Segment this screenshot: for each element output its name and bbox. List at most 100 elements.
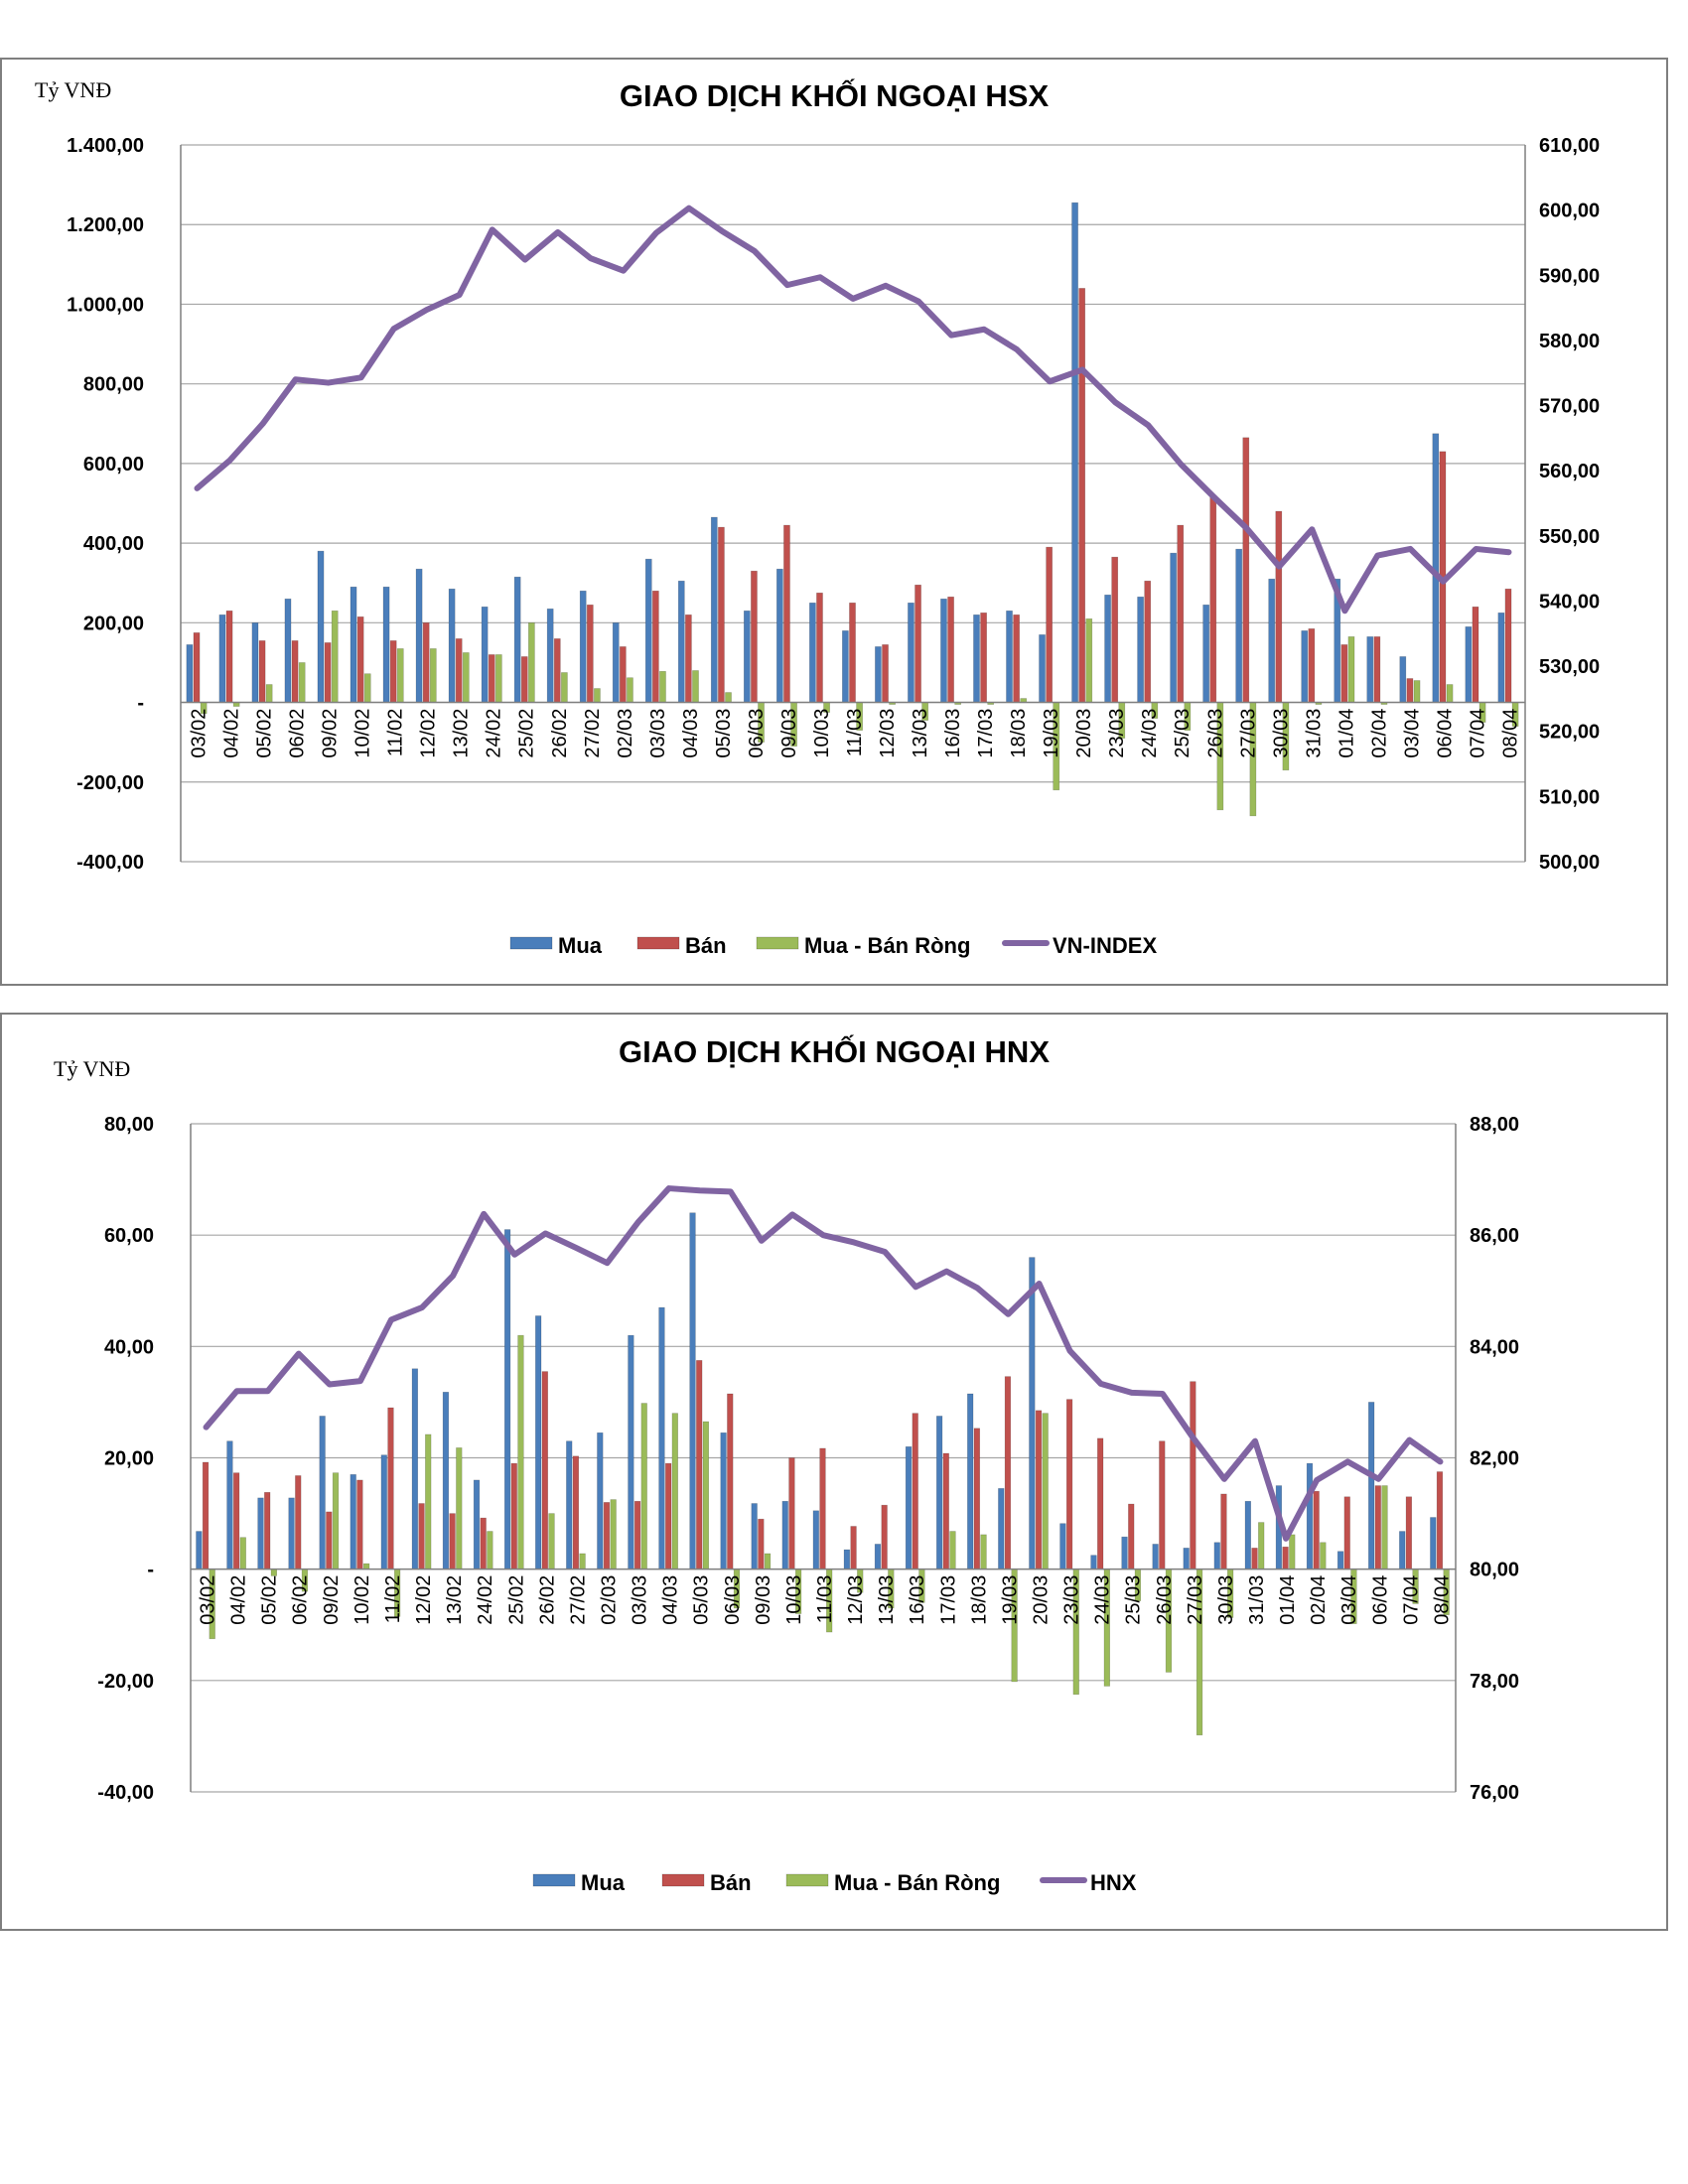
hsx-bar-buy: [1465, 626, 1473, 703]
hsx-bar-sell: [553, 638, 561, 703]
hsx-bar-sell: [1242, 437, 1250, 703]
hnx-x-tick-label: 23/03: [1061, 1575, 1083, 1625]
hsx-bar-sell: [882, 644, 889, 703]
hnx-bar-sell: [727, 1393, 734, 1570]
hnx-y-tick-label: 20,00: [104, 1448, 154, 1470]
hsx-bar-sell: [947, 596, 954, 703]
hnx-bar-net: [1258, 1522, 1265, 1570]
hnx-bar-sell: [202, 1461, 210, 1570]
hnx-bar-sell: [418, 1503, 425, 1570]
hnx-bar-sell: [1343, 1496, 1350, 1570]
hsx-bar-sell: [1177, 524, 1185, 703]
hsx-x-tick-label: 20/03: [1073, 709, 1095, 758]
hnx-bar-buy: [874, 1544, 882, 1570]
hsx-bar-buy: [1039, 634, 1046, 703]
hnx-x-tick-label: 01/04: [1277, 1575, 1299, 1625]
hnx-bar-buy: [257, 1497, 264, 1570]
hsx-bar-net: [298, 662, 306, 703]
hsx-bar-buy: [710, 516, 718, 703]
hnx-bar-net: [270, 1569, 278, 1576]
hnx-bar-net: [640, 1403, 647, 1570]
hsx-bar-sell: [652, 590, 659, 703]
hsx-x-tick-label: 08/04: [1499, 709, 1521, 758]
hnx-bar-sell: [973, 1428, 981, 1570]
hsx-bar-buy: [842, 630, 849, 703]
hsx-y-tick-label: 1.400,00: [67, 135, 144, 157]
hsx-bar-buy: [218, 614, 226, 703]
hnx-bar-buy: [473, 1479, 481, 1570]
hnx-bar-sell: [480, 1517, 487, 1570]
hnx-x-tick-label: 13/03: [876, 1575, 898, 1625]
hsx-bar-sell: [291, 640, 299, 703]
hnx-x-tick-label: 05/02: [259, 1575, 281, 1625]
hsx-y-tick-label: 1.000,00: [67, 294, 144, 316]
hnx-legend-swatch-net: [785, 1873, 829, 1887]
hnx-bar-net: [671, 1413, 678, 1570]
hnx-y2-tick-label: 80,00: [1470, 1560, 1519, 1581]
hnx-bar-buy: [1090, 1555, 1097, 1570]
hsx-bar-buy: [579, 590, 587, 703]
hnx-bar-sell: [387, 1407, 394, 1570]
hnx-y2-tick-label: 76,00: [1470, 1782, 1519, 1804]
hnx-bar-buy: [411, 1368, 419, 1570]
hnx-y-tick-label: -20,00: [97, 1671, 154, 1693]
hsx-y2-tick-label: 550,00: [1539, 526, 1600, 548]
hsx-x-tick-label: 03/02: [189, 709, 211, 758]
hsx-x-tick-label: 02/03: [615, 709, 636, 758]
hsx-bar-sell: [324, 642, 332, 703]
hsx-bar-buy: [973, 614, 980, 703]
hnx-bar-sell: [881, 1504, 888, 1570]
hsx-bar-net: [692, 670, 699, 703]
hnx-legend-label: Mua - Bán Ròng: [834, 1870, 1000, 1895]
hsx-bar-buy: [1170, 552, 1177, 703]
hsx-x-tick-label: 17/03: [975, 709, 997, 758]
hsx-bar-buy: [1366, 636, 1374, 703]
hnx-x-tick-label: 24/02: [475, 1575, 496, 1625]
hnx-bar-buy: [658, 1306, 665, 1570]
hnx-bar-net: [517, 1334, 524, 1570]
hsx-x-tick-label: 12/03: [877, 709, 899, 758]
hsx-x-tick-label: 03/04: [1401, 709, 1423, 758]
hsx-y-tick-label: -: [137, 693, 144, 715]
hsx-bar-buy: [875, 646, 882, 703]
hsx-bar-sell: [1275, 510, 1283, 703]
hsx-bar-sell: [1111, 556, 1119, 703]
hsx-x-tick-label: 09/03: [778, 709, 800, 758]
hsx-unit-label: Tỷ VNĐ: [35, 77, 111, 102]
hnx-bar-buy: [1121, 1536, 1128, 1570]
hnx-bar-sell: [541, 1371, 548, 1570]
hsx-bar-buy: [350, 586, 357, 703]
hnx-bar-buy: [1399, 1531, 1406, 1570]
hsx-bar-buy: [317, 550, 325, 703]
hsx-bar-buy: [940, 598, 947, 703]
hnx-bar-sell: [1220, 1493, 1227, 1570]
hnx-x-tick-label: 02/03: [598, 1575, 620, 1625]
hsx-bar-buy: [186, 644, 194, 703]
hsx-bar-net: [331, 610, 339, 703]
hsx-bar-buy: [513, 576, 521, 703]
hsx-bar-net: [1413, 680, 1421, 703]
hsx-chart: Tỷ VNĐ GIAO DỊCH KHỐI NGOẠI HSX -400,00-…: [35, 77, 1600, 958]
hnx-bar-buy: [226, 1440, 233, 1570]
hsx-bar-buy: [644, 558, 652, 703]
hsx-bar-buy: [677, 580, 685, 703]
hsx-x-tick-label: 13/03: [910, 709, 931, 758]
hsx-bar-net: [1347, 636, 1355, 703]
hnx-y-tick-label: 60,00: [104, 1225, 154, 1247]
hsx-x-tick-label: 11/03: [844, 709, 866, 757]
hsx-bar-sell: [356, 616, 364, 703]
hsx-bar-sell: [225, 610, 233, 703]
hnx-x-tick-label: 11/03: [814, 1575, 836, 1624]
hnx-bar-sell: [232, 1472, 240, 1570]
hnx-x-tick-label: 09/02: [321, 1575, 343, 1625]
hsx-x-tick-label: 01/04: [1336, 709, 1357, 758]
hnx-bar-sell: [510, 1462, 517, 1570]
hnx-bar-sell: [572, 1455, 580, 1570]
hnx-bar-sell: [696, 1360, 703, 1570]
hsx-x-tick-label: 30/03: [1270, 709, 1292, 758]
hsx-bar-buy: [1006, 610, 1013, 703]
hnx-bar-sell: [912, 1413, 918, 1570]
hnx-bar-sell: [664, 1462, 672, 1570]
hnx-x-tick-label: 10/02: [352, 1575, 373, 1625]
hsx-bar-sell: [1308, 628, 1316, 703]
